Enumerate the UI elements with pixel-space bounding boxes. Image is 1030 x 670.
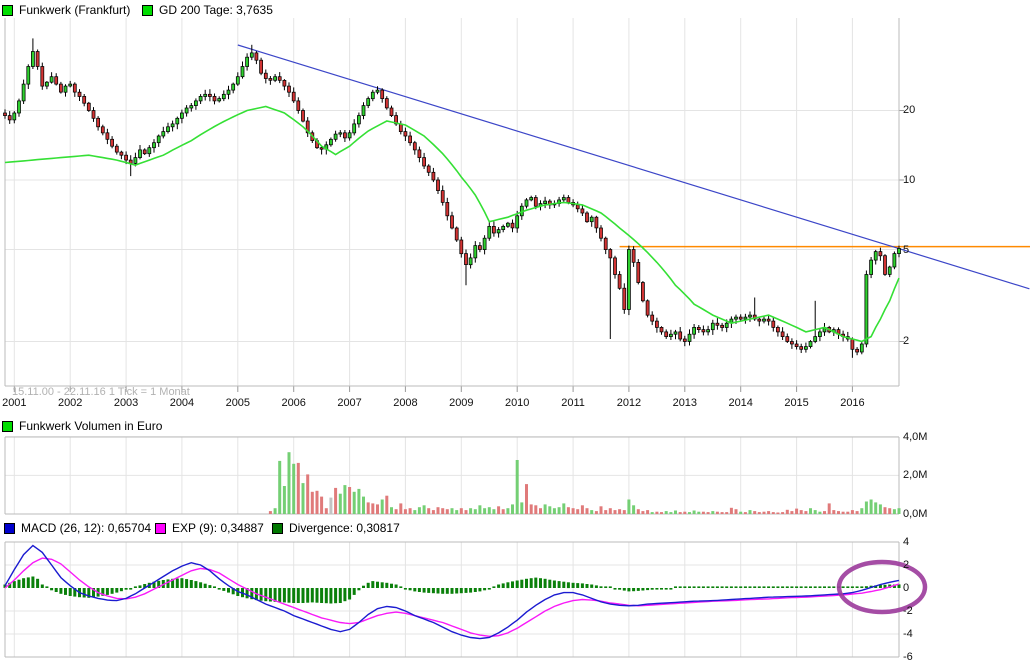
date-range-info: 15.11.00 - 22.11.16 1 Tick = 1 Monat xyxy=(12,386,190,398)
macd-label: MACD (26, 12): 0,65704 xyxy=(21,521,152,535)
gd200-label: GD 200 Tage: 3,7635 xyxy=(159,3,273,17)
series-color-swatch-icon xyxy=(2,4,13,16)
volume-color-swatch-icon xyxy=(2,420,13,432)
exp-label: EXP (9): 0,34887 xyxy=(172,521,264,535)
macd-line xyxy=(4,544,900,640)
gridlines xyxy=(5,18,904,657)
divergence-label: Divergence: 0,30817 xyxy=(289,521,400,535)
volume-bars xyxy=(268,452,901,515)
volume-legend-item: Funkwerk Volumen in Euro xyxy=(2,419,162,433)
gd200-color-swatch-icon xyxy=(142,4,153,16)
macd-legend-item: MACD (26, 12): 0,65704 xyxy=(4,521,151,535)
gd200-line xyxy=(4,105,900,343)
macd-color-swatch-icon xyxy=(4,522,15,534)
highlight-ellipse xyxy=(836,559,928,615)
price-series-label: Funkwerk (Frankfurt) xyxy=(19,3,131,17)
exp9-line xyxy=(4,557,900,638)
volume-label: Funkwerk Volumen in Euro xyxy=(19,419,163,433)
exp-legend-item: EXP (9): 0,34887 xyxy=(155,521,264,535)
divergence-legend-item: Divergence: 0,30817 xyxy=(272,521,400,535)
divergence-color-swatch-icon xyxy=(272,522,283,534)
exp-color-swatch-icon xyxy=(155,522,166,534)
candlesticks xyxy=(3,38,901,358)
volume-legend: Funkwerk Volumen in Euro xyxy=(2,419,902,433)
price-legend: Funkwerk (Frankfurt) GD 200 Tage: 3,7635 xyxy=(2,3,902,17)
price-series-legend-item: Funkwerk (Frankfurt) xyxy=(2,3,130,17)
gd200-legend-item: GD 200 Tage: 3,7635 xyxy=(142,3,273,17)
macd-legend: MACD (26, 12): 0,65704 EXP (9): 0,34887 … xyxy=(4,521,904,535)
